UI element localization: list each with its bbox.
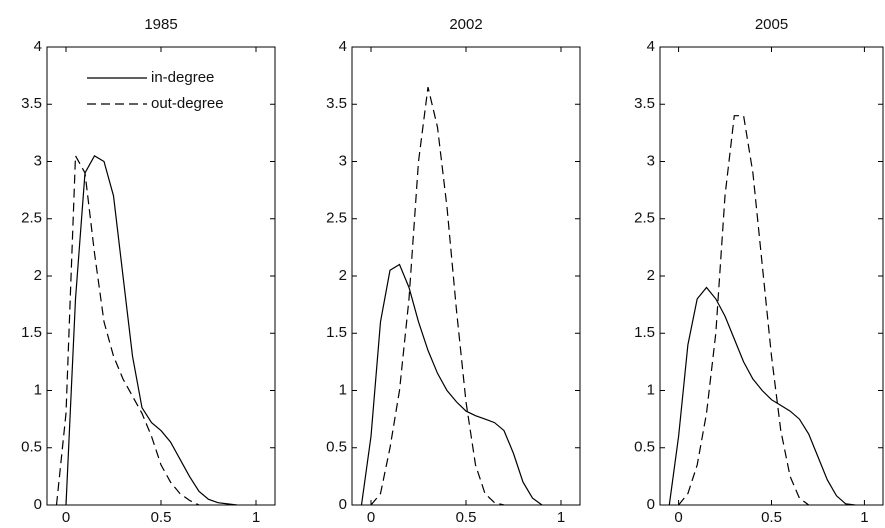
- y-tick-label: 0.5: [326, 439, 347, 456]
- y-tick-label: 4: [647, 38, 655, 55]
- y-tick-label: 2: [647, 267, 655, 284]
- axes-box: [659, 46, 884, 506]
- axes-box: [351, 46, 581, 506]
- y-tick-label: 2.5: [634, 210, 655, 227]
- panel-title: 2002: [449, 16, 482, 33]
- y-tick-label: 1: [34, 381, 42, 398]
- density-line: [360, 263, 543, 506]
- legend-label: in-degree: [151, 69, 214, 86]
- y-tick-label: 1.5: [634, 324, 655, 341]
- x-tick-label: 0: [62, 509, 70, 526]
- density-line: [678, 115, 810, 506]
- x-tick-label: 0.5: [761, 509, 782, 526]
- density-line: [65, 154, 238, 506]
- y-tick-label: 3.5: [21, 95, 42, 112]
- x-tick-label: 0: [367, 509, 375, 526]
- axes-box: [46, 46, 276, 506]
- y-tick-label: 4: [339, 38, 347, 55]
- panel-title: 2005: [755, 16, 788, 33]
- y-tick-label: 1.5: [21, 324, 42, 341]
- y-tick-label: 0: [647, 496, 655, 513]
- x-tick-label: 0.5: [456, 509, 477, 526]
- y-tick-label: 3.5: [634, 95, 655, 112]
- y-tick-label: 2.5: [21, 210, 42, 227]
- y-tick-label: 0.5: [634, 439, 655, 456]
- y-tick-label: 2.5: [326, 210, 347, 227]
- y-tick-label: 3: [34, 152, 42, 169]
- y-tick-label: 4: [34, 38, 42, 55]
- density-line: [55, 153, 200, 506]
- x-tick-label: 1: [557, 509, 565, 526]
- x-tick-label: 0.5: [151, 509, 172, 526]
- y-tick-label: 1: [647, 381, 655, 398]
- y-tick-label: 3: [647, 152, 655, 169]
- y-tick-label: 1.5: [326, 324, 347, 341]
- y-tick-label: 2: [339, 267, 347, 284]
- x-tick-label: 1: [860, 509, 868, 526]
- y-tick-label: 3: [339, 152, 347, 169]
- x-tick-label: 0: [674, 509, 682, 526]
- y-tick-label: 2: [34, 267, 42, 284]
- y-tick-label: 0: [34, 496, 42, 513]
- y-tick-label: 0: [339, 496, 347, 513]
- y-tick-label: 1: [339, 381, 347, 398]
- x-tick-label: 1: [252, 509, 260, 526]
- density-line: [370, 86, 505, 506]
- legend-label: out-degree: [151, 95, 224, 112]
- density-line: [668, 286, 856, 506]
- y-tick-label: 0.5: [21, 439, 42, 456]
- panel-title: 1985: [144, 16, 177, 33]
- y-tick-label: 3.5: [326, 95, 347, 112]
